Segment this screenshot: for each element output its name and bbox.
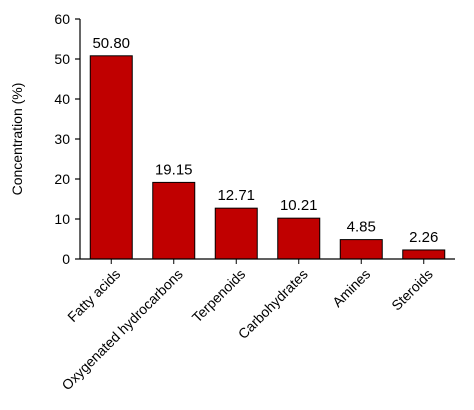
x-category-label: Amines bbox=[329, 266, 373, 310]
data-label: 19.15 bbox=[155, 161, 193, 178]
bar bbox=[152, 181, 196, 260]
y-tick-label: 60 bbox=[54, 11, 70, 27]
y-tick-label: 50 bbox=[54, 51, 70, 67]
x-category-label: Steroids bbox=[388, 266, 436, 314]
y-tick-label: 40 bbox=[54, 91, 70, 107]
y-tick-label: 30 bbox=[54, 131, 70, 147]
data-label: 12.71 bbox=[217, 187, 255, 204]
x-category-label: Fatty acids bbox=[64, 266, 123, 325]
y-tick-label: 10 bbox=[54, 211, 70, 227]
x-category-label: Terpenoids bbox=[189, 266, 249, 326]
data-labels: 50.80 19.15 12.71 10.21 4.85 2.26 bbox=[92, 35, 438, 246]
data-label: 50.80 bbox=[92, 35, 130, 52]
bars bbox=[89, 55, 446, 260]
bar bbox=[339, 239, 383, 260]
bar bbox=[89, 55, 133, 260]
bar bbox=[277, 217, 321, 260]
y-axis: 0 10 20 30 40 50 60 bbox=[54, 11, 81, 267]
x-category-label: Oxygenated hydrocarbons bbox=[58, 266, 185, 393]
y-tick-label: 20 bbox=[54, 171, 70, 187]
data-label: 2.26 bbox=[409, 229, 438, 246]
data-label: 10.21 bbox=[280, 197, 318, 214]
data-label: 4.85 bbox=[347, 219, 376, 236]
bar bbox=[402, 249, 446, 260]
y-axis-title: Concentration (%) bbox=[9, 83, 25, 196]
y-tick-label: 0 bbox=[62, 251, 70, 267]
bar bbox=[214, 207, 258, 260]
